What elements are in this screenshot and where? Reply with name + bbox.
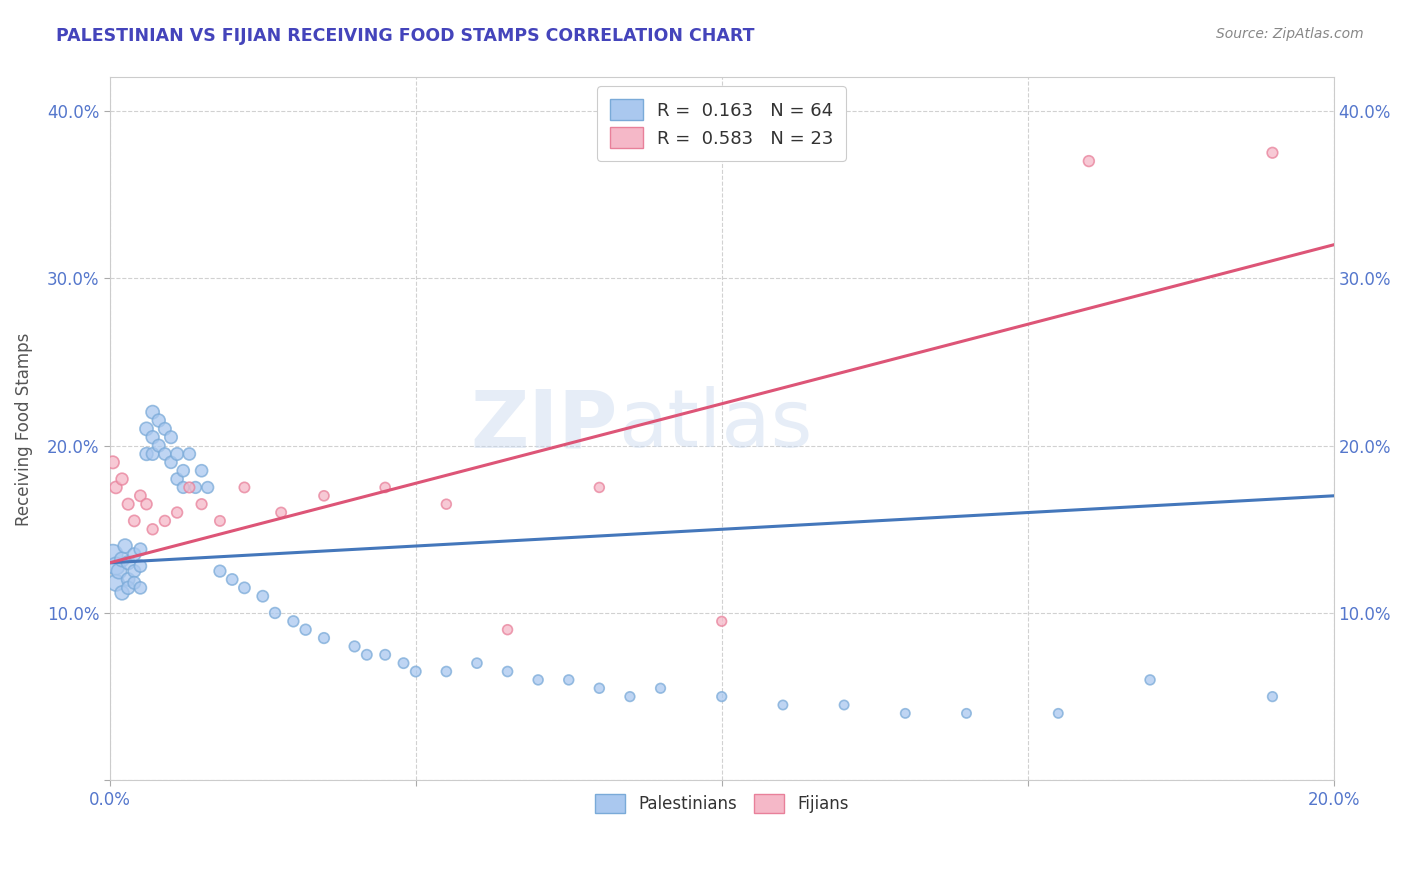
Point — [129, 542, 152, 557]
Legend: Palestinians, Fijians: Palestinians, Fijians — [583, 782, 860, 825]
Point — [104, 559, 127, 574]
Point — [270, 506, 292, 520]
Point — [405, 665, 427, 679]
Point — [1047, 706, 1070, 721]
Point — [190, 497, 212, 511]
Point — [710, 615, 733, 629]
Text: Source: ZipAtlas.com: Source: ZipAtlas.com — [1216, 27, 1364, 41]
Point — [104, 575, 127, 590]
Point — [1261, 690, 1284, 704]
Point — [135, 422, 157, 436]
Point — [129, 581, 152, 595]
Point — [710, 690, 733, 704]
Point — [166, 472, 188, 486]
Text: atlas: atlas — [617, 386, 813, 465]
Point — [101, 455, 124, 469]
Point — [832, 698, 855, 712]
Point — [374, 480, 396, 494]
Point — [312, 489, 335, 503]
Point — [166, 506, 188, 520]
Point — [111, 472, 134, 486]
Point — [465, 656, 488, 670]
Point — [190, 464, 212, 478]
Point — [343, 640, 366, 654]
Point — [142, 430, 165, 444]
Point — [148, 439, 170, 453]
Point — [124, 564, 146, 578]
Point — [117, 581, 139, 595]
Point — [124, 514, 146, 528]
Point — [294, 623, 316, 637]
Point — [374, 648, 396, 662]
Point — [496, 665, 519, 679]
Point — [101, 548, 124, 562]
Point — [117, 556, 139, 570]
Point — [117, 573, 139, 587]
Point — [1261, 145, 1284, 160]
Point — [142, 522, 165, 536]
Y-axis label: Receiving Food Stamps: Receiving Food Stamps — [15, 332, 32, 525]
Point — [619, 690, 641, 704]
Point — [135, 497, 157, 511]
Point — [153, 514, 176, 528]
Point — [124, 548, 146, 562]
Point — [135, 447, 157, 461]
Point — [434, 665, 457, 679]
Point — [283, 615, 305, 629]
Point — [129, 489, 152, 503]
Point — [496, 623, 519, 637]
Point — [252, 589, 274, 603]
Point — [208, 564, 231, 578]
Point — [1077, 154, 1099, 169]
Point — [233, 480, 256, 494]
Point — [124, 575, 146, 590]
Point — [650, 681, 672, 696]
Point — [434, 497, 457, 511]
Point — [392, 656, 415, 670]
Point — [1139, 673, 1161, 687]
Point — [172, 464, 194, 478]
Point — [179, 447, 201, 461]
Point — [129, 559, 152, 574]
Point — [588, 480, 610, 494]
Point — [184, 480, 207, 494]
Point — [312, 631, 335, 645]
Point — [160, 430, 183, 444]
Point — [527, 673, 550, 687]
Point — [108, 564, 131, 578]
Point — [172, 480, 194, 494]
Point — [114, 539, 136, 553]
Point — [955, 706, 977, 721]
Point — [153, 422, 176, 436]
Point — [772, 698, 794, 712]
Text: PALESTINIAN VS FIJIAN RECEIVING FOOD STAMPS CORRELATION CHART: PALESTINIAN VS FIJIAN RECEIVING FOOD STA… — [56, 27, 755, 45]
Point — [197, 480, 219, 494]
Point — [233, 581, 256, 595]
Point — [142, 447, 165, 461]
Point — [160, 455, 183, 469]
Point — [264, 606, 287, 620]
Point — [558, 673, 581, 687]
Point — [104, 480, 127, 494]
Point — [111, 552, 134, 566]
Point — [356, 648, 378, 662]
Point — [142, 405, 165, 419]
Point — [894, 706, 917, 721]
Point — [111, 586, 134, 600]
Text: ZIP: ZIP — [471, 386, 617, 465]
Point — [153, 447, 176, 461]
Point — [208, 514, 231, 528]
Point — [179, 480, 201, 494]
Point — [588, 681, 610, 696]
Point — [148, 413, 170, 427]
Point — [166, 447, 188, 461]
Point — [221, 573, 243, 587]
Point — [117, 497, 139, 511]
